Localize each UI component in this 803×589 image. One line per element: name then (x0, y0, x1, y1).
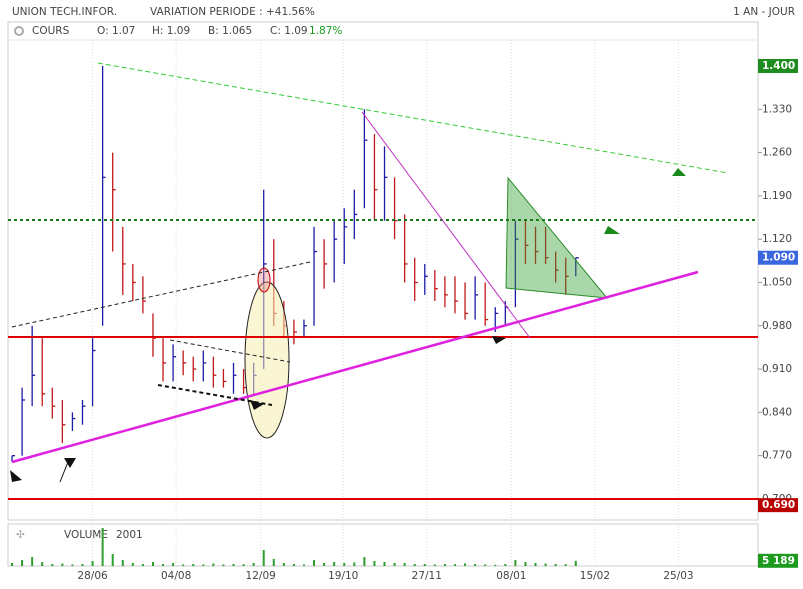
volume-bar (131, 563, 134, 566)
volume-bar (21, 560, 24, 566)
volume-bar (353, 562, 356, 566)
open: O: 1.07 (97, 25, 135, 37)
volume-bar (162, 564, 165, 566)
change: 1.87% (309, 25, 342, 37)
volume-bar (443, 564, 446, 566)
y-tick-label: 1.260 (762, 147, 792, 159)
volume-subtitle: 2001 (116, 529, 143, 541)
volume-bar (41, 562, 44, 566)
y-tick-label: 1.190 (762, 190, 792, 202)
volume-bar (302, 564, 305, 566)
volume-bar (81, 564, 84, 566)
volume-bar (141, 564, 144, 566)
volume-bar (494, 564, 497, 566)
volume-bar (534, 563, 537, 566)
volume-bar (61, 563, 64, 566)
close: C: 1.09 (270, 25, 308, 37)
x-tick-label: 15/02 (580, 570, 610, 582)
volume-bar (514, 560, 517, 566)
volume-bar (51, 564, 54, 566)
volume-bar (504, 564, 507, 566)
volume-bar (393, 563, 396, 566)
high: H: 1.09 (152, 25, 190, 37)
volume-bar (202, 564, 205, 566)
volume-bar (212, 563, 215, 566)
volume-bar (363, 557, 366, 566)
volume-bar (111, 554, 114, 566)
x-tick-label: 12/09 (246, 570, 276, 582)
volume-bar (121, 560, 124, 566)
x-tick-label: 08/01 (496, 570, 526, 582)
x-tick-label: 19/10 (328, 570, 358, 582)
volume-bar (252, 563, 255, 566)
volume-flag (758, 553, 798, 568)
volume-bar (282, 563, 285, 566)
volume-bar (464, 563, 467, 566)
volume-bar (71, 564, 74, 566)
price-flag (758, 58, 798, 73)
volume-bar (232, 564, 235, 566)
volume-bar (383, 562, 386, 566)
y-tick-label: 1.050 (762, 276, 792, 288)
y-tick-label: 1.120 (762, 233, 792, 245)
volume-bar (423, 564, 426, 566)
price-flag (758, 250, 798, 265)
volume-title: VOLUME (64, 529, 108, 541)
volume-bar (151, 562, 154, 566)
variation: VARIATION PERIODE : +41.56% (150, 6, 315, 18)
period: 1 AN - JOUR (733, 6, 795, 18)
volume-bar (262, 550, 265, 566)
y-tick-label: 0.840 (762, 406, 792, 418)
x-tick-label: 27/11 (412, 570, 442, 582)
volume-bar (31, 557, 34, 566)
y-tick-label: 0.980 (762, 320, 792, 332)
volume-bar (474, 564, 477, 566)
volume-icon[interactable]: ✣ (16, 529, 25, 541)
volume-bar (343, 563, 346, 566)
settings-icon[interactable] (14, 26, 24, 36)
volume-bar (484, 564, 487, 566)
y-tick-label: 0.910 (762, 363, 792, 375)
series-label: COURS (32, 25, 70, 37)
volume-bar (453, 564, 456, 566)
volume-bar (564, 564, 567, 566)
volume-bar (222, 564, 225, 566)
volume-bar (11, 563, 14, 566)
volume-bar (182, 564, 185, 566)
volume-flag-label: 5 189 (762, 555, 795, 567)
volume-bar (524, 562, 527, 566)
volume-bar (544, 563, 547, 566)
price-panel (7, 21, 759, 521)
volume-bar (172, 563, 175, 566)
stock-name: UNION TECH.INFOR. (12, 6, 117, 18)
volume-panel (7, 523, 759, 567)
volume-bar (333, 562, 336, 566)
volume-bar (413, 564, 416, 566)
volume-bar (292, 564, 295, 566)
volume-bar (373, 561, 376, 566)
volume-bar (323, 563, 326, 566)
price-flag-label: 0.690 (762, 499, 795, 511)
low: B: 1.065 (208, 25, 252, 37)
x-tick-label: 28/06 (77, 570, 108, 582)
volume-bar (91, 561, 94, 566)
x-tick-label: 25/03 (663, 570, 693, 582)
price-flag-label: 1.090 (762, 252, 795, 264)
x-tick-label: 04/08 (161, 570, 191, 582)
volume-bar (313, 560, 316, 566)
volume-bar (242, 564, 245, 566)
volume-bar (554, 564, 557, 566)
volume-bar (101, 528, 104, 566)
volume-bar (403, 563, 406, 566)
volume-bar (192, 564, 195, 566)
volume-bar (272, 559, 275, 566)
volume-bar (574, 560, 577, 566)
y-tick-label: 0.770 (762, 450, 792, 462)
price-flag (758, 498, 798, 513)
y-tick-label: 1.330 (762, 103, 792, 115)
volume-bar (433, 564, 436, 566)
price-flag-label: 1.400 (762, 60, 795, 72)
